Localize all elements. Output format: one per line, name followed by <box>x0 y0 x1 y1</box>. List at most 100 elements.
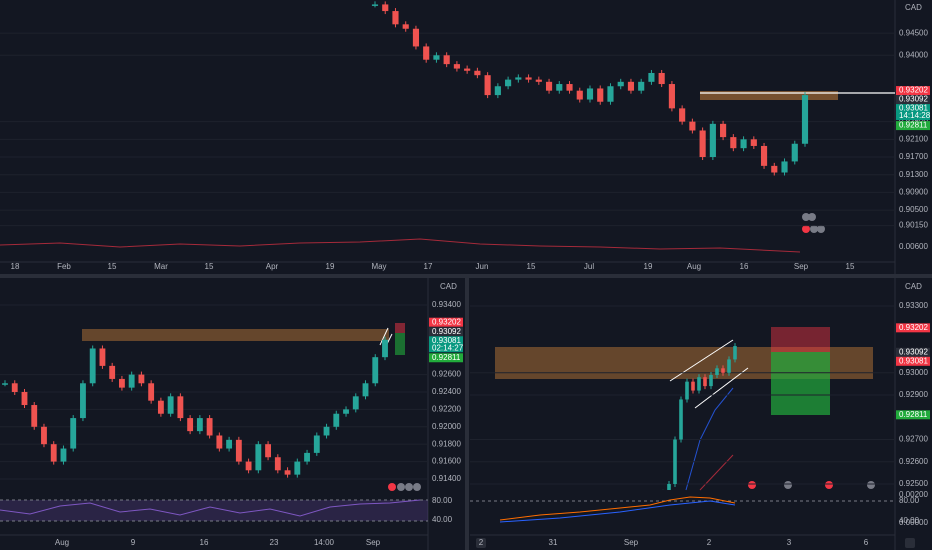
y-tick-label: 0.92000 <box>432 422 461 431</box>
x-tick-label: 31 <box>549 538 558 547</box>
candle <box>372 357 379 384</box>
y-tick-label: 0.92400 <box>432 387 461 396</box>
candle <box>691 381 695 391</box>
candle <box>791 143 798 162</box>
price-tag-label: 0.93202 <box>432 317 461 326</box>
candle <box>720 123 727 138</box>
candle <box>781 161 788 173</box>
price-tag-label: 0.93081 <box>432 336 461 345</box>
candle <box>352 396 359 410</box>
x-tick-label: Apr <box>266 262 279 271</box>
macd-line <box>499 496 736 521</box>
candle <box>733 346 737 360</box>
x-tick-label: 17 <box>424 262 433 271</box>
candle <box>697 377 701 391</box>
settings-button[interactable] <box>905 538 915 548</box>
event-icon <box>784 481 792 489</box>
price-tag <box>896 347 930 357</box>
indicator-tick-label: 40.00 <box>432 515 453 524</box>
price-tag-label: 0.92811 <box>899 410 928 419</box>
x-tick-label: Aug <box>55 538 69 547</box>
candle <box>627 81 635 91</box>
y-tick-label: 0.90150 <box>899 221 928 230</box>
candle <box>362 383 369 397</box>
candle <box>371 4 379 6</box>
price-tag-label: 0.92811 <box>432 353 461 362</box>
y-tick-label: 0.92900 <box>899 390 928 399</box>
candle <box>673 439 677 484</box>
indicator-tick-label: 40.00 <box>899 516 920 525</box>
candle <box>216 435 223 449</box>
candle <box>474 70 481 76</box>
y-tick-label: 0.90900 <box>899 188 928 197</box>
x-tick-label: 2 <box>479 538 484 547</box>
stop-loss-box <box>771 327 830 352</box>
candle <box>177 396 184 419</box>
candle <box>412 28 420 47</box>
panel-bottom-left <box>0 304 428 480</box>
candle <box>148 383 155 401</box>
channel-line <box>669 339 734 382</box>
y-tick-label: 0.92600 <box>432 370 461 379</box>
candle <box>109 365 116 379</box>
price-tag <box>896 323 930 333</box>
candle <box>284 470 291 475</box>
rsi-line <box>0 499 421 517</box>
candle <box>187 418 194 432</box>
candle <box>80 383 86 419</box>
take-profit-box <box>771 352 830 415</box>
candle <box>60 448 67 462</box>
x-tick-label: 19 <box>326 262 335 271</box>
zoom-button[interactable] <box>476 538 486 548</box>
rsi-band <box>0 500 428 521</box>
event-icon <box>817 225 825 233</box>
event-icon <box>867 481 875 489</box>
candle <box>453 64 460 69</box>
price-tag-label: 0.93081 <box>899 104 928 113</box>
event-icon <box>413 483 421 491</box>
price-tag <box>896 410 930 420</box>
stop-loss-box <box>395 323 405 333</box>
candle <box>70 418 77 449</box>
candle <box>157 400 164 414</box>
candle <box>699 130 706 158</box>
channel-line <box>379 327 389 346</box>
candle <box>119 378 125 388</box>
candle <box>689 121 696 131</box>
candle <box>703 377 707 387</box>
candle <box>648 72 655 82</box>
countdown-label: 02:14:27 <box>432 343 464 352</box>
candle <box>138 374 145 384</box>
candle <box>494 86 501 96</box>
price-tag-label: 0.93081 <box>899 356 928 365</box>
price-tag <box>896 86 930 96</box>
event-icon <box>397 483 405 491</box>
y-tick-label: 0.92500 <box>899 479 928 488</box>
candle <box>760 145 768 166</box>
candle <box>323 426 330 436</box>
candle <box>750 139 757 146</box>
currency-label: CAD <box>905 282 922 291</box>
indicator-tick-label: 0.00200 <box>899 490 928 499</box>
candle <box>801 95 809 144</box>
y-tick-label: 0.91300 <box>899 170 928 179</box>
event-icon <box>388 483 396 491</box>
candle <box>206 418 213 436</box>
take-profit-box <box>395 333 405 355</box>
candle <box>245 461 252 471</box>
supply-zone <box>82 329 389 341</box>
event-icon <box>802 225 810 233</box>
candle <box>304 452 310 462</box>
candle <box>617 81 624 87</box>
candle <box>740 139 747 149</box>
event-icon <box>808 213 816 221</box>
candle <box>313 435 320 453</box>
candle <box>658 72 665 85</box>
candle <box>50 444 57 462</box>
candle <box>128 374 135 388</box>
event-icon <box>810 225 818 233</box>
price-tag <box>896 356 930 366</box>
x-tick-label: 6 <box>864 538 869 547</box>
indicator-tick-label: 0.00600 <box>899 242 928 251</box>
